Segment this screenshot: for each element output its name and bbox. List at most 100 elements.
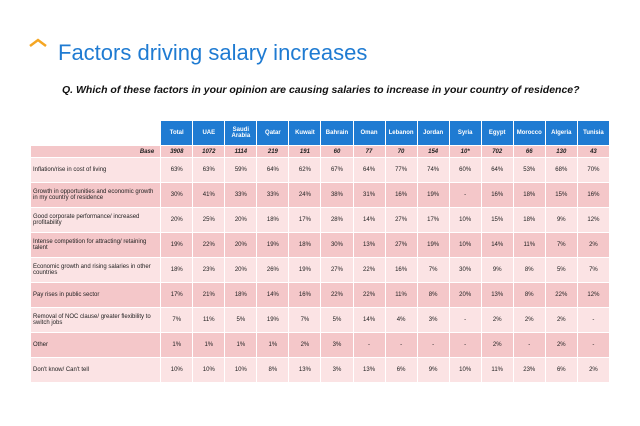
table-cell: 6%	[544, 357, 578, 383]
table-cell: 7%	[160, 307, 194, 333]
table-cell: 10%	[192, 357, 226, 383]
table-cell: 5%	[320, 307, 354, 333]
table-cell: 22%	[320, 282, 354, 308]
table-cell: 3%	[320, 332, 354, 358]
row-label: Economic growth and rising salaries in o…	[29, 257, 162, 283]
table-cell: 30%	[448, 257, 482, 283]
table-cell: 5%	[224, 307, 258, 333]
column-header: Morocco	[512, 120, 546, 146]
base-cell: 702	[480, 145, 514, 158]
table-cell: 16%	[480, 182, 514, 208]
base-cell: 219	[256, 145, 290, 158]
column-header: Tunisia	[576, 120, 611, 146]
base-cell: 43	[576, 145, 611, 158]
table-cell: 1%	[256, 332, 290, 358]
base-cell: 1114	[224, 145, 258, 158]
table-cell: 70%	[576, 157, 611, 183]
base-cell: 77	[352, 145, 386, 158]
table-cell: -	[576, 332, 611, 358]
table-cell: 13%	[352, 232, 386, 258]
table-row: Other 1% 1% 1% 1% 2% 3% - - - -2% -2% -	[29, 332, 611, 358]
base-row: Base 3908 1072 1114 219 191 60 77 70 154 10* 702 66 1…	[29, 145, 611, 158]
table-cell: 22%	[192, 232, 226, 258]
table-cell: 12%	[576, 207, 611, 233]
table-cell: -	[448, 182, 482, 208]
table-cell: 11%	[384, 282, 418, 308]
table-cell: 19%	[288, 257, 322, 283]
column-header: Oman	[352, 120, 386, 146]
table-cell: 2%	[480, 307, 514, 333]
table-cell: 41%	[192, 182, 226, 208]
table-cell: 30%	[320, 232, 354, 258]
table-cell: 10%	[160, 357, 194, 383]
table-cell: 2%	[544, 307, 578, 333]
table-row: Good corporate performance/ increased pr…	[29, 207, 611, 233]
column-header: Bahrain	[320, 120, 354, 146]
column-header: Kuwait	[288, 120, 322, 146]
table-cell: 7%	[544, 232, 578, 258]
table-cell: 64%	[480, 157, 514, 183]
table-cell: 9%	[480, 257, 514, 283]
table-cell: 14%	[480, 232, 514, 258]
table-cell: 17%	[160, 282, 194, 308]
base-cell: 154	[416, 145, 450, 158]
table-cell: 3%	[416, 307, 450, 333]
row-label: Growth in opportunities and economic gro…	[29, 182, 162, 208]
table-cell: 8%	[512, 282, 546, 308]
table-cell: 18%	[512, 182, 546, 208]
table-cell: 53%	[512, 157, 546, 183]
table-row: Don't know/ Can't tell 10% 10% 10% 8% 13% 3% 13…	[29, 357, 611, 383]
table-cell: 22%	[352, 257, 386, 283]
data-table: Total UAE Saudi Arabia Qatar Kuwait Bahrain Om…	[29, 120, 611, 383]
table-cell: 17%	[416, 207, 450, 233]
table-cell: 23%	[192, 257, 226, 283]
table-cell: 38%	[320, 182, 354, 208]
table-cell: 19%	[416, 182, 450, 208]
table-cell: 1%	[160, 332, 194, 358]
table-cell: 25%	[192, 207, 226, 233]
table-cell: -	[448, 332, 482, 358]
table-cell: 11%	[480, 357, 514, 383]
table-cell: -	[416, 332, 450, 358]
table-cell: -	[576, 307, 611, 333]
table-cell: 8%	[256, 357, 290, 383]
table-cell: 1%	[224, 332, 258, 358]
table-cell: 18%	[256, 207, 290, 233]
table-cell: 5%	[544, 257, 578, 283]
table-cell: 20%	[224, 207, 258, 233]
table-cell: 8%	[416, 282, 450, 308]
column-header: Total	[160, 120, 194, 146]
table-cell: 19%	[416, 232, 450, 258]
table-cell: -	[384, 332, 418, 358]
row-label: Removal of NOC clause/ greater flexibili…	[29, 307, 162, 333]
table-cell: 12%	[576, 282, 611, 308]
table-cell: 19%	[256, 232, 290, 258]
table-cell: 7%	[416, 257, 450, 283]
table-cell: 10%	[448, 232, 482, 258]
table-cell: 18%	[512, 207, 546, 233]
table-row: Removal of NOC clause/ greater flexibili…	[29, 307, 611, 333]
base-cell: 70	[384, 145, 418, 158]
table-cell: 2%	[544, 332, 578, 358]
table-cell: 77%	[384, 157, 418, 183]
table-cell: 8%	[512, 257, 546, 283]
column-header: Jordan	[416, 120, 450, 146]
base-cell: 130	[544, 145, 578, 158]
row-label: Other	[29, 332, 162, 358]
table-cell: -	[448, 307, 482, 333]
table-cell: 18%	[160, 257, 194, 283]
base-cell: 3908	[160, 145, 194, 158]
base-cell: 60	[320, 145, 354, 158]
column-header: Syria	[448, 120, 482, 146]
chevron-icon	[29, 38, 47, 47]
table-cell: 20%	[448, 282, 482, 308]
table-cell: 20%	[224, 257, 258, 283]
table-cell: 60%	[448, 157, 482, 183]
table-cell: 11%	[512, 232, 546, 258]
table-cell: 33%	[224, 182, 258, 208]
table-cell: 33%	[256, 182, 290, 208]
table-cell: 2%	[288, 332, 322, 358]
table-cell: 20%	[160, 207, 194, 233]
row-label: Pay rises in public sector	[29, 282, 162, 308]
